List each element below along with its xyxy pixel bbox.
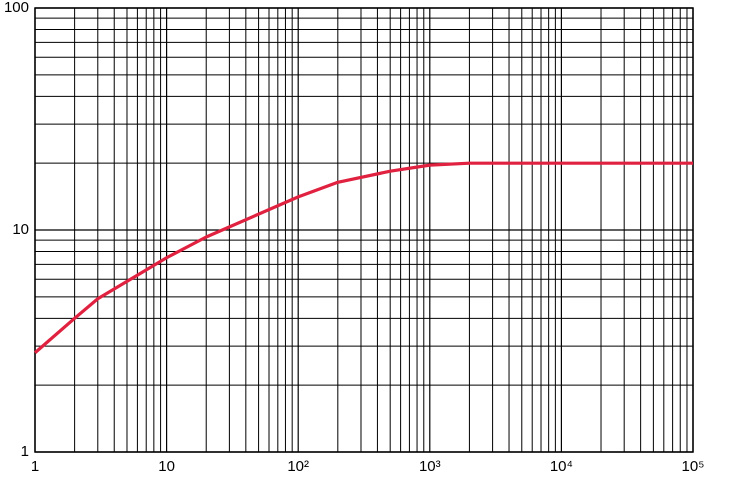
x-tick-label: 1 [31,458,39,475]
plot-frame [34,7,694,453]
y-tick-label: 100 [4,0,29,16]
y-tick-label: 1 [21,443,29,460]
y-tick-label: 10 [12,221,29,238]
x-tick-label: 10² [287,458,309,475]
x-tick-label: 10³ [419,458,441,475]
data-line [33,161,693,354]
x-tick-label: 10⁵ [682,458,705,475]
x-tick-label: 10 [158,458,175,475]
x-tick-label: 10⁴ [550,458,573,475]
